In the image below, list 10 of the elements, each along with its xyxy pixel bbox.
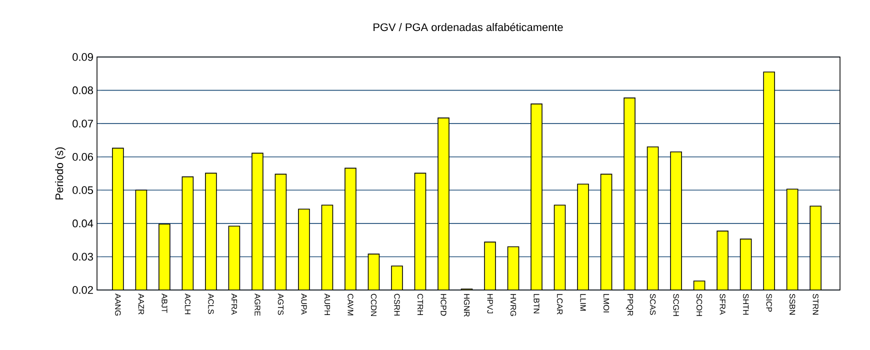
- chart-title: PGV / PGA ordenadas alfabéticamente: [374, 22, 563, 32]
- y-axis-title: Periodo (s): [55, 147, 66, 200]
- y-tick-label: 0.05: [72, 186, 94, 194]
- y-tick-label: 0.04: [72, 220, 94, 228]
- y-tick-label: 0.09: [72, 53, 93, 61]
- y-tick-label: 0.07: [72, 120, 93, 128]
- y-tick-label: 0.08: [72, 86, 93, 94]
- y-tick-label: 0.03: [72, 252, 93, 261]
- y-tick-label: 0.06: [72, 152, 93, 161]
- y-tick-label: 0.02: [72, 286, 93, 294]
